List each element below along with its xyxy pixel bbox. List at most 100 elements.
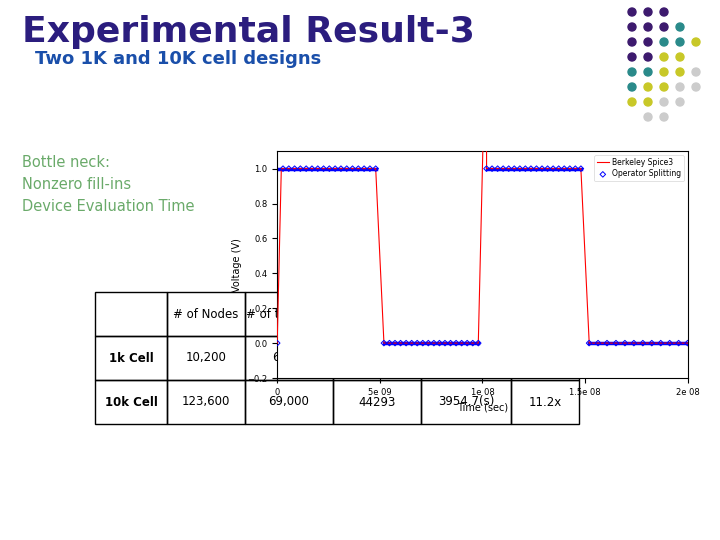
Text: 123,600: 123,600 [182,395,230,408]
Operator Splitting [395,339,406,347]
Legend: Berkeley Spice3, Operator Splitting: Berkeley Spice3, Operator Splitting [594,155,684,181]
Text: 3954.7(s): 3954.7(s) [438,395,494,408]
Operator Splitting [467,339,479,347]
Operator Splitting [456,339,467,347]
Text: 10,200: 10,200 [186,352,226,365]
Operator Splitting [520,164,531,173]
Berkeley Spice3 [344,165,353,172]
Operator Splitting [364,164,376,173]
Operator Splitting [462,339,473,347]
Circle shape [660,113,668,121]
Operator Splitting [637,339,649,347]
Berkeley Spice3 [431,340,439,346]
Circle shape [628,83,636,91]
Circle shape [644,8,652,16]
Operator Splitting [664,339,675,347]
Circle shape [692,38,700,46]
X-axis label: Time (sec): Time (sec) [456,402,508,412]
Berkeley Spice3 [675,340,684,346]
Operator Splitting [336,164,347,173]
Operator Splitting [417,339,428,347]
Operator Splitting [445,339,456,347]
Circle shape [676,53,684,61]
Operator Splitting [492,164,503,173]
Operator Splitting [428,339,440,347]
Operator Splitting [406,339,418,347]
Operator Splitting [294,164,306,173]
Operator Splitting [271,339,283,347]
Operator Splitting [575,164,587,173]
Operator Splitting [400,339,412,347]
Operator Splitting [353,164,364,173]
Circle shape [676,83,684,91]
Operator Splitting [601,339,613,347]
Operator Splitting [514,164,526,173]
Circle shape [660,8,668,16]
Berkeley Spice3 [683,340,692,346]
Circle shape [644,53,652,61]
Operator Splitting [439,339,451,347]
Circle shape [676,23,684,31]
Operator Splitting [525,164,536,173]
Operator Splitting [536,164,548,173]
Operator Splitting [673,339,685,347]
Circle shape [660,38,668,46]
Text: 2121: 2121 [362,352,392,365]
Text: 11.2x: 11.2x [528,395,562,408]
Circle shape [628,38,636,46]
Circle shape [660,68,668,76]
Circle shape [692,83,700,91]
Text: 10k Cell: 10k Cell [104,395,158,408]
Operator Splitting [370,164,382,173]
Operator Splitting [390,339,401,347]
Operator Splitting [283,164,294,173]
Text: 6,500: 6,500 [272,352,306,365]
Operator Splitting [433,339,445,347]
Operator Splitting [306,164,318,173]
Operator Splitting [341,164,353,173]
Circle shape [660,23,668,31]
Operator Splitting [619,339,631,347]
Operator Splitting [300,164,312,173]
Circle shape [676,98,684,106]
Circle shape [660,83,668,91]
Operator Splitting [486,164,498,173]
Operator Splitting [347,164,359,173]
Operator Splitting [628,339,639,347]
Operator Splitting [289,164,300,173]
Operator Splitting [531,164,542,173]
Circle shape [628,53,636,61]
Text: Device Evaluation Time: Device Evaluation Time [22,199,194,214]
Operator Splitting [646,339,657,347]
Text: Two 1K and 10K cell designs: Two 1K and 10K cell designs [35,50,321,68]
Operator Splitting [277,164,289,173]
Operator Splitting [553,164,564,173]
Berkeley Spice3 [448,340,456,346]
Operator Splitting [542,164,554,173]
Operator Splitting [655,339,667,347]
Text: 44293: 44293 [359,395,396,408]
Operator Splitting [423,339,434,347]
Line: Berkeley Spice3: Berkeley Spice3 [277,0,688,343]
Operator Splitting [508,164,520,173]
Operator Splitting [564,164,575,173]
Operator Splitting [384,339,395,347]
Operator Splitting [570,164,581,173]
Berkeley Spice3 [631,340,640,346]
Text: # of Nodes: # of Nodes [174,307,239,321]
Text: Speedup: Speedup [519,307,571,321]
Operator Splitting [503,164,515,173]
Circle shape [644,68,652,76]
Circle shape [660,98,668,106]
Text: 415.9(s): 415.9(s) [441,352,490,365]
Y-axis label: Voltage (V): Voltage (V) [232,238,242,292]
Operator Splitting [559,164,570,173]
Operator Splitting [359,164,370,173]
Text: Bottle neck:: Bottle neck: [22,155,110,170]
Operator Splitting [318,164,329,173]
Operator Splitting [498,164,509,173]
Operator Splitting [583,339,595,347]
Circle shape [644,113,652,121]
Text: # of transistor: # of transistor [246,307,332,321]
Circle shape [676,68,684,76]
